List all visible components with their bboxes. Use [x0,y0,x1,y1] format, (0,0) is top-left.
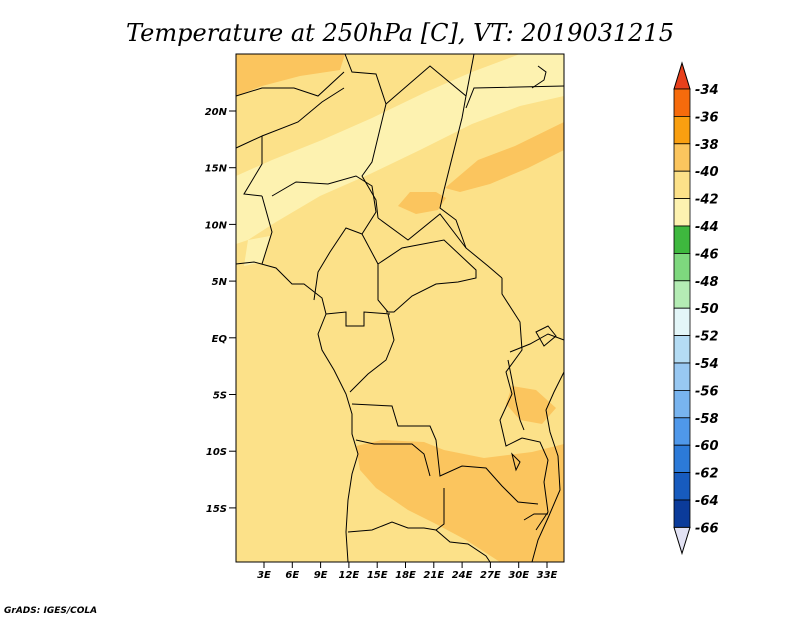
border-line-13 [499,278,523,447]
colorbar-segment [673,499,691,528]
lat-tick-label: EQ [212,334,228,345]
colorbar: -34 -36 -38 -40 -42 -44 -46 -48 -50 -52 -54 -56 -58 -… [673,61,719,556]
lake-outline-4 [535,325,557,347]
colorbar-label: -60 [695,439,719,454]
border-line-6 [261,87,345,137]
colorbar-label: -66 [695,521,719,536]
colorbar-segment [673,280,691,309]
lake-outline-2 [511,452,521,472]
colorbar-segment [673,88,691,117]
lat-tick-label: 15N [205,164,228,175]
latitude-axis: 20N 15N 10N 5N EQ 5S 10S 15S [205,107,236,515]
cool-band-sahel [236,54,564,244]
border-line-21 [521,437,549,531]
cool-contour-regions [236,54,564,266]
lon-tick-label: 33E [537,570,558,581]
colorbar-label: -46 [695,247,719,262]
colorbar-segment [673,472,691,501]
warm-region-northeast [445,122,564,192]
colorbar-segment [673,335,691,364]
border-line-7 [235,135,263,197]
border-line-11 [377,213,467,249]
lon-tick-label: 15E [367,570,388,581]
lake-outline-1 [507,359,525,431]
country-borders [235,53,565,563]
cool-band-gulf [244,236,270,266]
colorbar-label: -52 [695,330,719,345]
lon-tick-label: 24E [452,570,473,581]
map-panel: 20N 15N 10N 5N EQ 5S 10S 15S 3E 6E 9E 12E 15E 18E 21E… [205,53,565,581]
lat-tick-label: 10S [206,447,227,458]
lon-tick-label: 9E [314,570,328,581]
lat-tick-label: 5S [213,391,227,402]
coastline-east [531,371,565,563]
lat-tick-label: 10N [205,220,228,231]
lon-tick-label: 3E [257,570,271,581]
colorbar-label: -54 [695,357,719,372]
border-line-18 [435,488,491,563]
border-line-14 [325,311,391,327]
colorbar-label: -62 [695,467,719,482]
map-title: Temperature at 250hPa [C], VT: 201903121… [126,19,674,47]
border-line-8 [261,195,273,265]
longitude-axis: 3E 6E 9E 12E 15E 18E 21E 24E 27E 30E 33E [257,562,558,581]
lat-tick-label: 20N [205,107,228,118]
border-line-17 [355,439,431,477]
warm-region-north [236,54,345,96]
colorbar-label: -50 [695,302,719,317]
colorbar-label: -38 [695,138,719,153]
border-line-20 [509,333,565,353]
border-line-12 [377,239,477,313]
warm-region-south [356,440,564,562]
border-line-10 [361,233,389,313]
colorbar-bottom-arrow [673,526,691,556]
lat-tick-label: 5N [212,277,228,288]
colorbar-segment [673,362,691,391]
colorbar-label: -42 [695,193,719,208]
colorbar-label: -40 [695,165,719,180]
colorbar-segment [673,116,691,145]
lake-outline-5 [531,65,547,89]
lon-tick-label: 27E [480,570,501,581]
border-line-19 [347,521,437,533]
lat-tick-label: 15S [206,504,227,515]
grads-credit: GrADS: IGES/COLA [4,606,97,616]
lon-tick-label: 18E [395,570,416,581]
border-line-5 [235,71,345,97]
colorbar-label: -48 [695,275,719,290]
colorbar-label: -44 [695,220,719,235]
colorbar-segment [673,389,691,419]
lon-tick-label: 6E [285,570,299,581]
warm-region-central [398,192,446,214]
colorbar-top-arrow [673,61,691,90]
colorbar-label: -34 [695,83,719,98]
colorbar-segment [673,143,691,172]
colorbar-label: -64 [695,494,719,509]
colorbar-label: -58 [695,412,719,427]
border-line-15 [349,313,395,393]
colorbar-label: -36 [695,110,719,125]
colorbar-segment [673,307,691,337]
colorbar-segment [673,444,691,474]
border-line-3 [465,53,475,97]
colorbar-segment [673,225,691,254]
colorbar-segment [673,198,691,227]
border-line-9 [271,175,377,301]
colorbar-segment [673,252,691,282]
lon-tick-label: 30E [508,570,529,581]
lon-tick-label: 12E [339,570,360,581]
coastline-west [235,261,359,563]
map-frame [235,53,565,563]
lake-outline-3 [523,513,548,521]
colorbar-segment [673,170,691,199]
warm-contour-regions [236,54,564,562]
lon-tick-label: 21E [423,570,444,581]
border-line-16 [351,403,539,505]
colorbar-label: -56 [695,384,719,399]
colorbar-segment [673,417,691,446]
border-line-2 [385,65,503,279]
